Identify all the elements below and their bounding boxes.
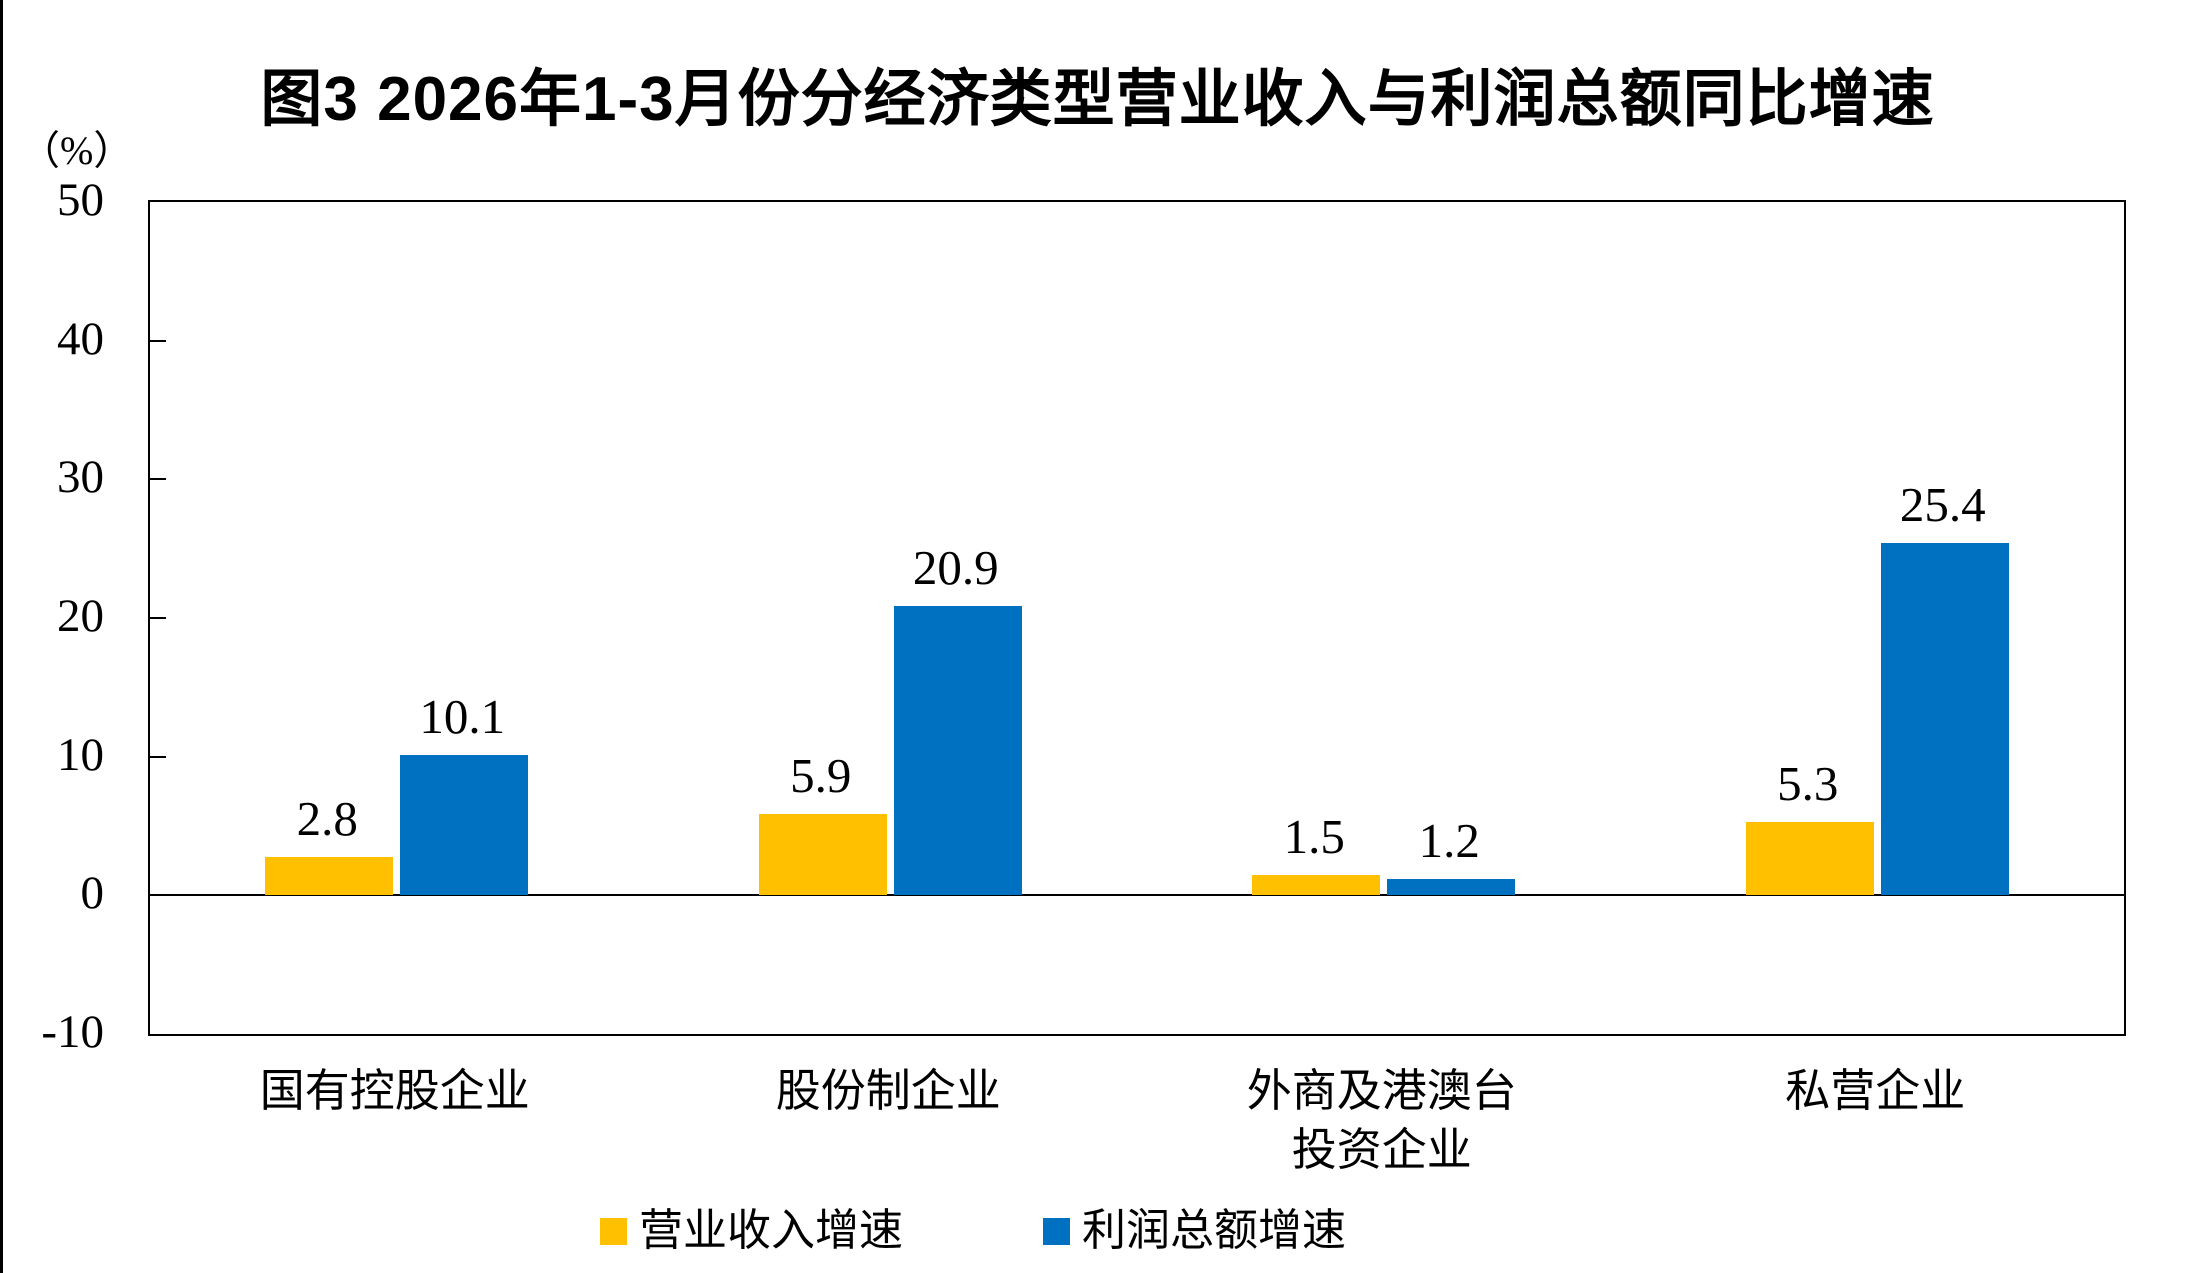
bar-profit-group4 bbox=[1880, 543, 2009, 896]
y-tick-label: 10 bbox=[57, 728, 104, 781]
y-axis-unit-label: （%） bbox=[20, 128, 134, 173]
x-category-label: 股份制企业 bbox=[775, 1066, 1001, 1116]
y-tick-label: 0 bbox=[80, 867, 105, 920]
bar-revenue-group4 bbox=[1745, 821, 1874, 896]
bar-profit-group3 bbox=[1387, 878, 1516, 896]
bar-value-label: 5.9 bbox=[790, 747, 852, 803]
bar-revenue-group2 bbox=[758, 813, 887, 896]
legend-item: 营业收入增速 bbox=[600, 1205, 903, 1257]
bar-value-label: 20.9 bbox=[912, 539, 999, 595]
legend-item: 利润总额增速 bbox=[1043, 1205, 1346, 1257]
x-category-label: 国有控股企业 bbox=[259, 1066, 530, 1116]
y-tick-label: 40 bbox=[57, 312, 104, 365]
plot-area bbox=[148, 200, 2126, 1036]
bar-value-label: 5.3 bbox=[1777, 755, 1839, 811]
bar-profit-group1 bbox=[400, 755, 529, 896]
y-tick-label: -10 bbox=[41, 1006, 104, 1058]
bar-revenue-group1 bbox=[265, 856, 394, 896]
bar-value-label: 25.4 bbox=[1899, 477, 1986, 533]
legend-swatch-icon bbox=[1043, 1217, 1070, 1245]
bar-value-label: 1.2 bbox=[1418, 812, 1480, 868]
y-tick-mark bbox=[150, 755, 166, 758]
y-tick-label: 50 bbox=[57, 174, 104, 226]
y-tick-mark bbox=[150, 617, 166, 619]
y-tick-mark bbox=[150, 339, 166, 342]
y-tick-label: 20 bbox=[57, 590, 104, 642]
legend-swatch-icon bbox=[600, 1217, 627, 1245]
bar-revenue-group3 bbox=[1252, 874, 1381, 896]
bar-value-label: 1.5 bbox=[1283, 808, 1345, 864]
legend: 营业收入增速 利润总额增速 bbox=[600, 1205, 1346, 1257]
chart-title: 图3 2026年1-3月份分经济类型营业收入与利润总额同比增速 bbox=[260, 65, 1935, 134]
bar-value-label: 2.8 bbox=[296, 790, 358, 846]
legend-label: 营业收入增速 bbox=[639, 1206, 903, 1255]
y-tick-label: 30 bbox=[57, 451, 104, 504]
legend-label: 利润总额增速 bbox=[1082, 1206, 1346, 1255]
x-category-label: 外商及港澳台 投资企业 bbox=[1246, 1066, 1517, 1176]
zero-axis-line bbox=[150, 894, 2124, 897]
bar-value-label: 10.1 bbox=[419, 689, 506, 745]
y-tick-mark bbox=[150, 478, 166, 481]
left-border-line bbox=[0, 0, 3, 1273]
x-category-label: 私营企业 bbox=[1785, 1066, 1966, 1116]
bar-profit-group2 bbox=[893, 605, 1022, 896]
